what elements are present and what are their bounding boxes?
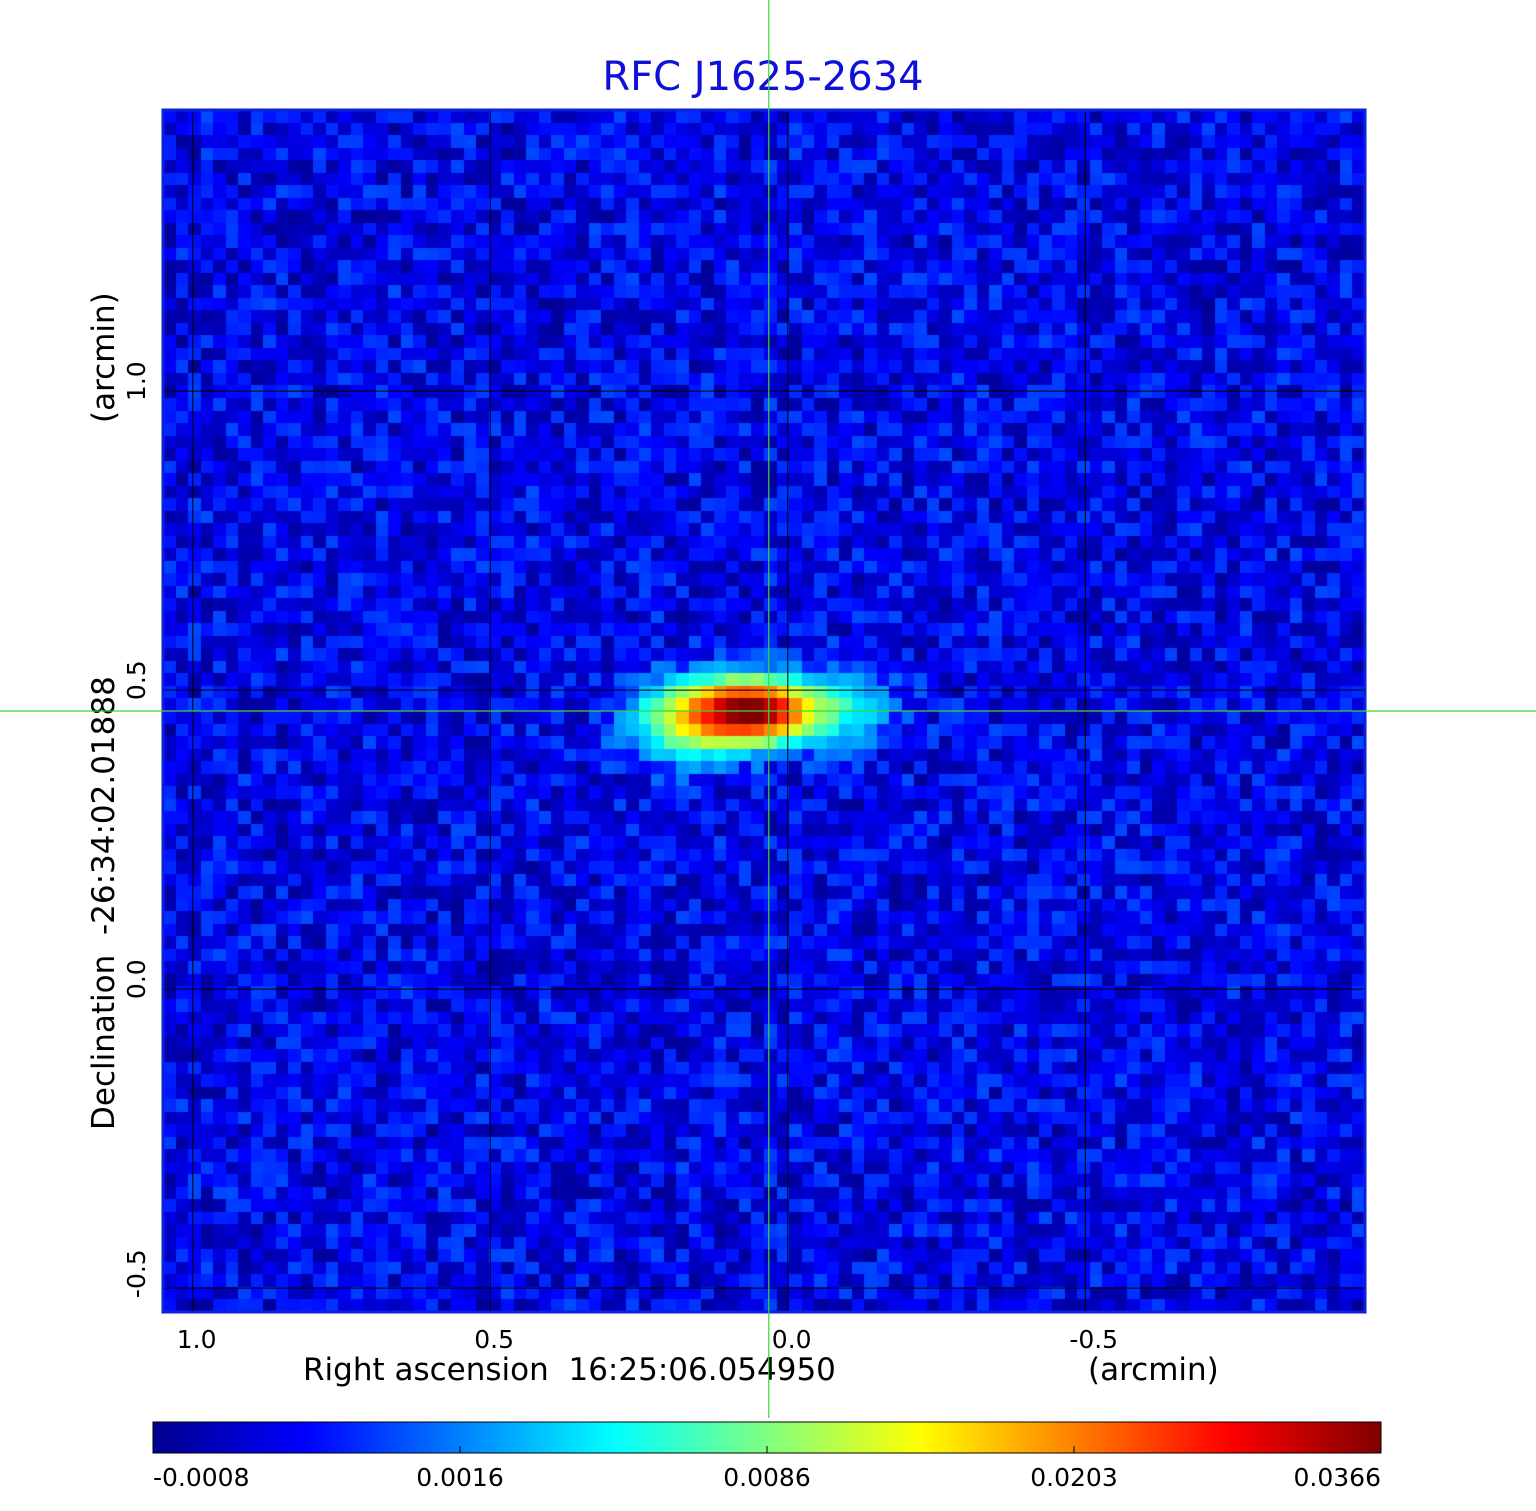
chart-title: RFC J1625-2634 — [602, 54, 923, 100]
x-axis-unit: (arcmin) — [1088, 1352, 1219, 1388]
colorbar-tick-label: 0.0016 — [416, 1463, 503, 1492]
x-tick-label: 0.5 — [474, 1325, 514, 1354]
y-axis-label: Declination -26:34:02.01888 — [86, 676, 122, 1130]
y-tick-label: -0.5 — [122, 1249, 151, 1298]
y-tick-label: 1.0 — [122, 361, 151, 401]
colorbar-tick-label: -0.0008 — [153, 1463, 250, 1492]
x-axis-label: Right ascension 16:25:06.054950 — [303, 1352, 836, 1388]
y-axis-unit: (arcmin) — [86, 292, 122, 423]
colorbar-tick-label: 0.0203 — [1030, 1463, 1117, 1492]
colorbar-tick-label: 0.0366 — [1294, 1463, 1381, 1492]
x-tick-label: -0.5 — [1069, 1325, 1118, 1354]
x-tick-label: 0.0 — [772, 1325, 812, 1354]
y-tick-labels: -0.5 0.0 0.5 1.0 — [122, 361, 151, 1298]
colorbar-ticks: -0.0008 0.0016 0.0086 0.0203 0.0366 — [152, 1446, 1382, 1492]
y-tick-label: 0.0 — [122, 959, 151, 999]
y-tick-label: 0.5 — [122, 660, 151, 700]
colorbar-tick-label: 0.0086 — [723, 1463, 810, 1492]
x-tick-label: 1.0 — [177, 1325, 217, 1354]
x-tick-labels: 1.0 0.5 0.0 -0.5 — [177, 1325, 1118, 1354]
